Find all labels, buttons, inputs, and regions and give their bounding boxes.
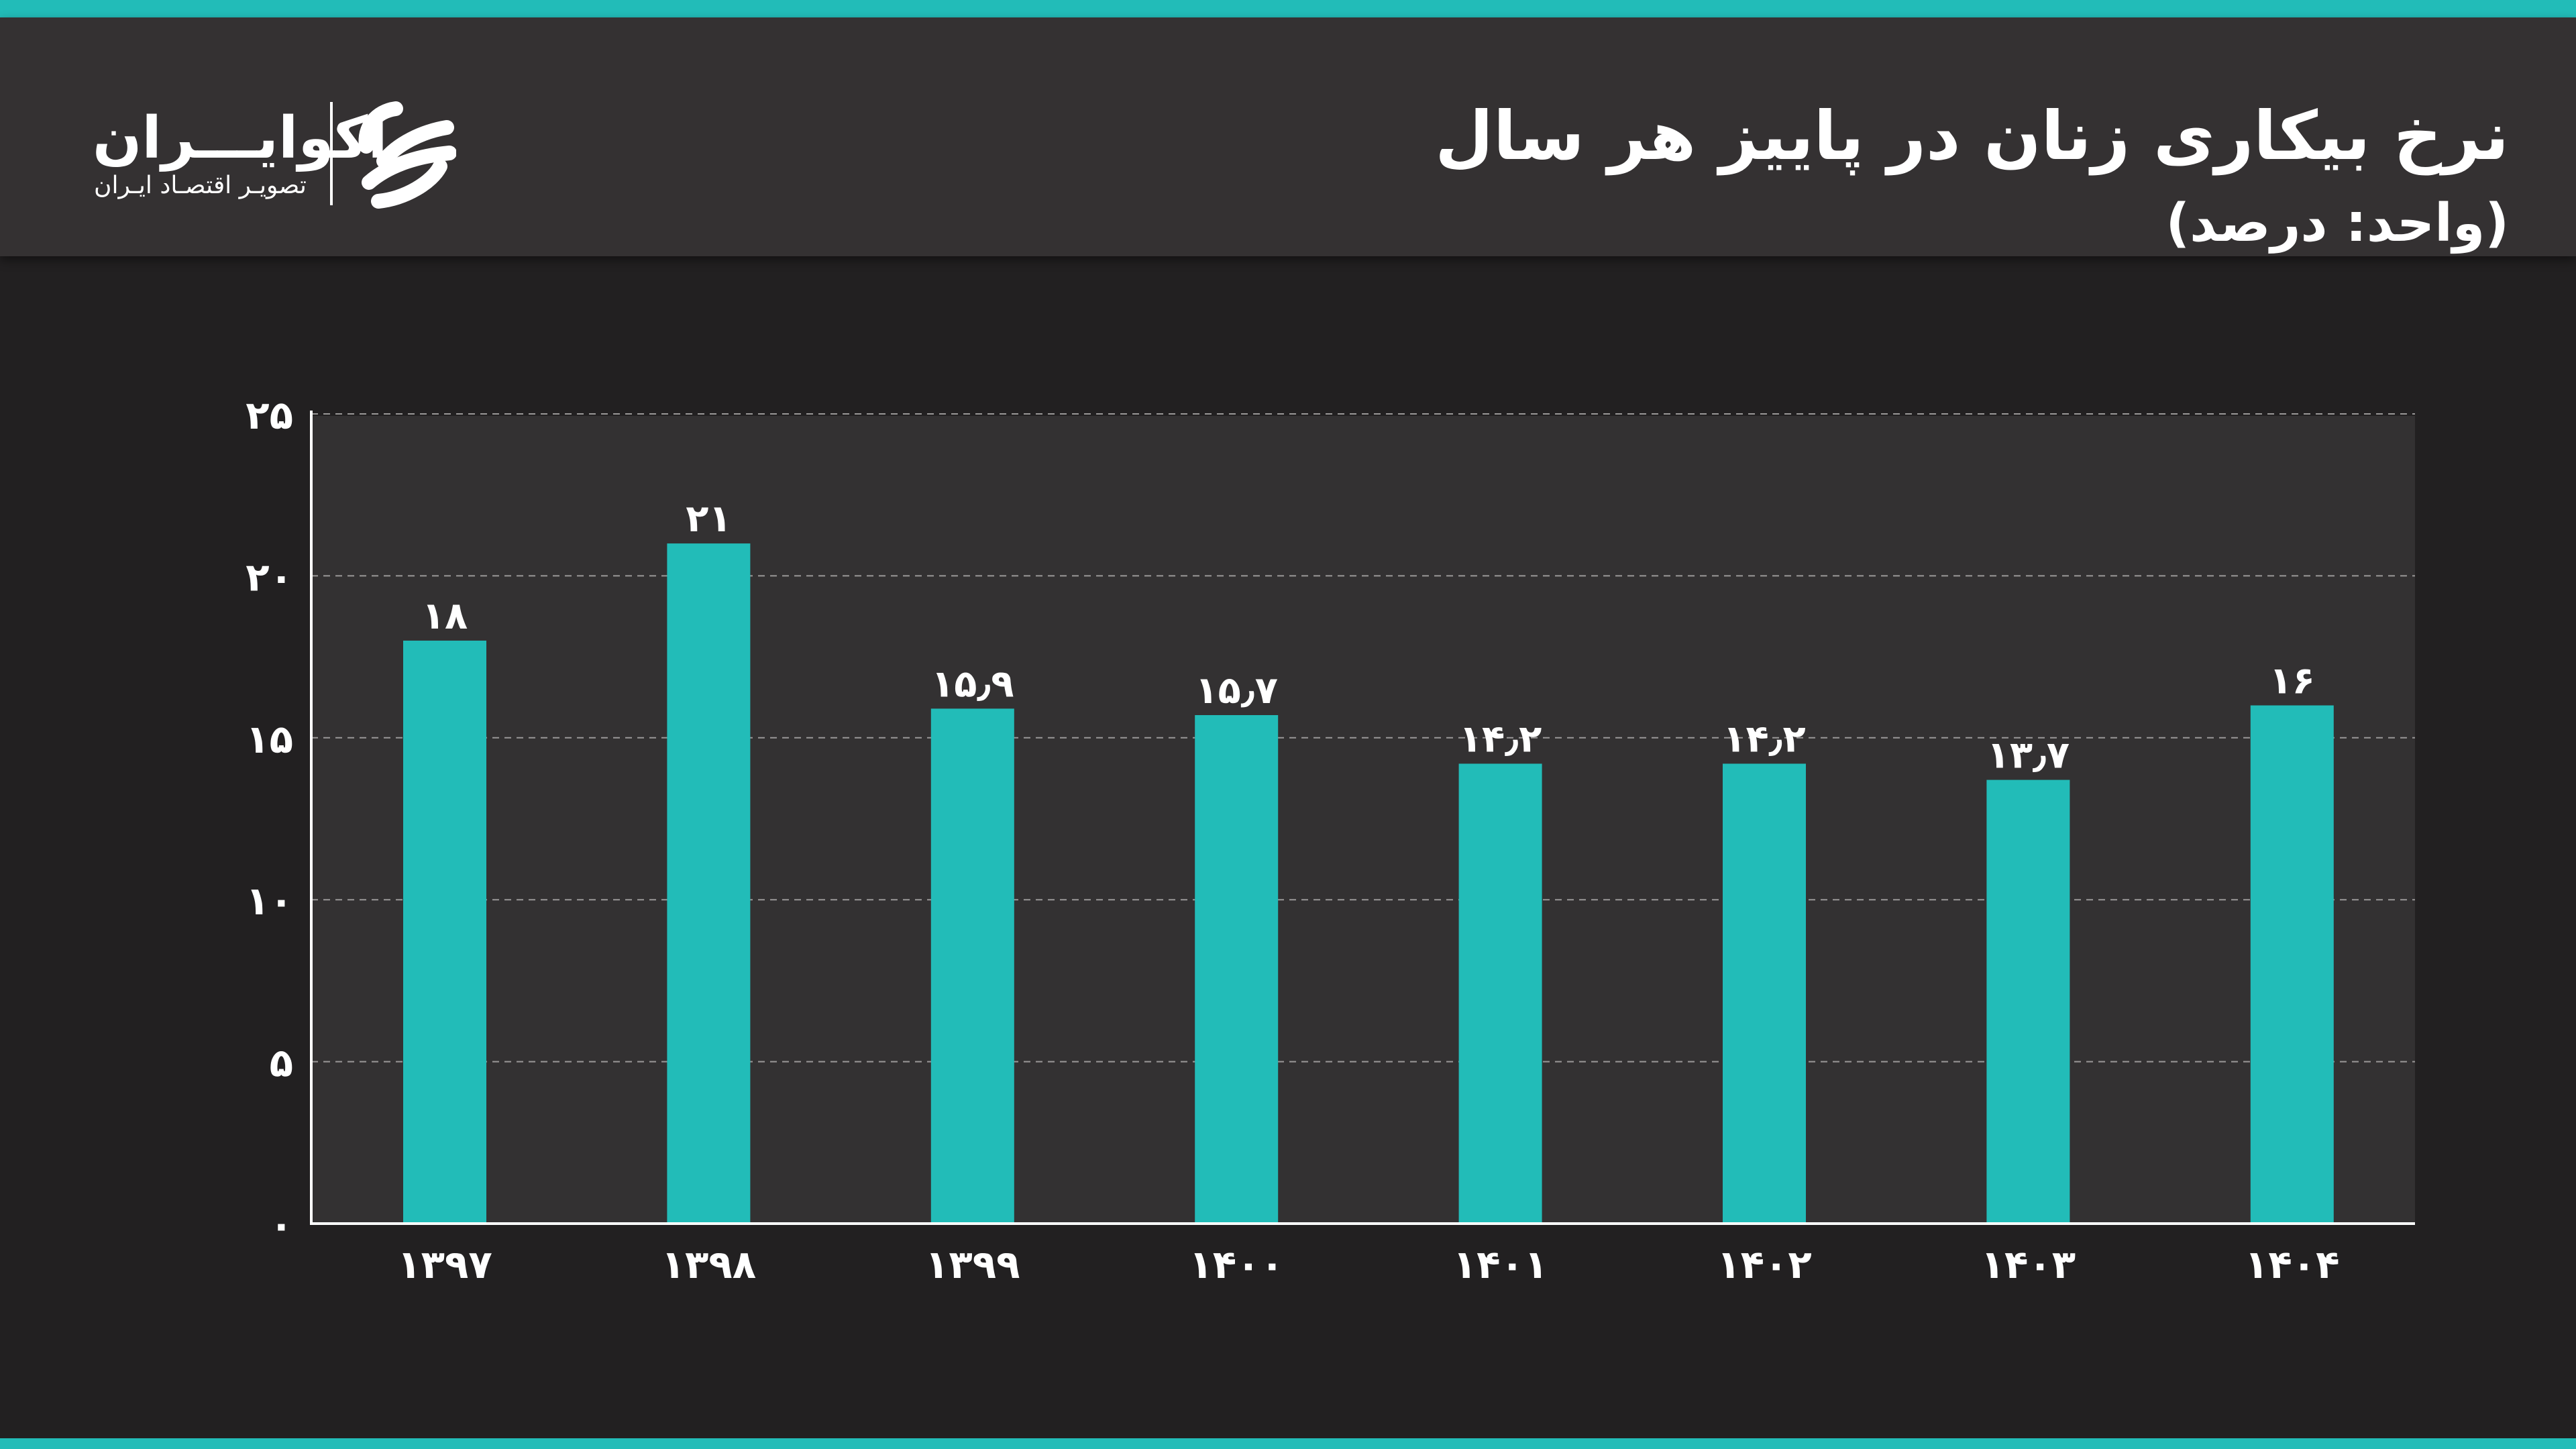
chart-header: نرخ بیکاری زنان در پاییز هر سال (واحد: د… — [0, 17, 2576, 256]
plot-area — [311, 416, 2415, 1222]
bar — [667, 543, 751, 1224]
bar — [1986, 780, 2070, 1224]
top-accent-bar — [0, 0, 2576, 17]
x-axis-ticks: ۱۳۹۷ ۱۳۹۸ ۱۳۹۹ ۱۴۰۰ ۱۴۰۱ ۱۴۰۲ ۱۴۰۳ ۱۴۰۴ — [397, 1242, 2339, 1287]
bars — [403, 543, 2334, 1224]
x-tick-label: ۱۳۹۹ — [925, 1242, 1020, 1287]
data-label: ۱۸ — [422, 594, 468, 638]
data-label: ۱۳٫۷ — [1987, 734, 2070, 777]
bar — [1723, 763, 1806, 1224]
data-label: ۱۴٫۲ — [1459, 717, 1542, 761]
x-tick-label: ۱۴۰۰ — [1189, 1242, 1284, 1287]
bar — [403, 640, 486, 1224]
x-tick-label: ۱۴۰۳ — [1981, 1242, 2076, 1287]
bar — [1458, 763, 1542, 1224]
x-tick-label: ۱۴۰۲ — [1717, 1242, 1812, 1287]
brand-divider — [330, 102, 333, 205]
y-tick-label: ۲۰ — [246, 554, 293, 600]
bar — [930, 708, 1014, 1224]
data-label: ۱۵٫۹ — [931, 662, 1014, 706]
data-label: ۱۵٫۷ — [1195, 669, 1277, 712]
x-tick-label: ۱۳۹۷ — [397, 1242, 492, 1287]
y-tick-label: ۱۰ — [246, 878, 293, 924]
y-tick-label: ۰ — [270, 1202, 293, 1248]
brand-tagline: تصویـر اقتصـاد ایـران — [94, 172, 307, 199]
brand-name: اکوایـــران — [93, 105, 388, 172]
ecoiran-logo-icon — [358, 101, 456, 209]
y-axis-ticks: ۰ ۵ ۱۰ ۱۵ ۲۰ ۲۵ — [246, 392, 293, 1248]
data-label: ۱۴٫۲ — [1723, 717, 1805, 761]
chart-subtitle: (واحد: درصد) — [2165, 193, 2510, 254]
y-tick-label: ۲۵ — [246, 392, 293, 438]
bottom-accent-bar — [0, 1438, 2576, 1449]
x-tick-label: ۱۳۹۸ — [661, 1242, 757, 1287]
data-label: ۲۱ — [686, 497, 731, 541]
bar — [2250, 705, 2334, 1224]
y-tick-label: ۵ — [270, 1040, 293, 1086]
value-labels: ۱۸ ۲۱ ۱۵٫۹ ۱۵٫۷ ۱۴٫۲ ۱۴٫۲ ۱۳٫۷ ۱۶ — [422, 497, 2315, 777]
chart-title: نرخ بیکاری زنان در پاییز هر سال — [1435, 97, 2509, 175]
x-tick-label: ۱۴۰۴ — [2245, 1242, 2340, 1287]
x-tick-label: ۱۴۰۱ — [1453, 1242, 1548, 1287]
y-tick-label: ۱۵ — [246, 716, 293, 762]
data-label: ۱۶ — [2269, 659, 2315, 703]
bar — [1195, 715, 1279, 1224]
